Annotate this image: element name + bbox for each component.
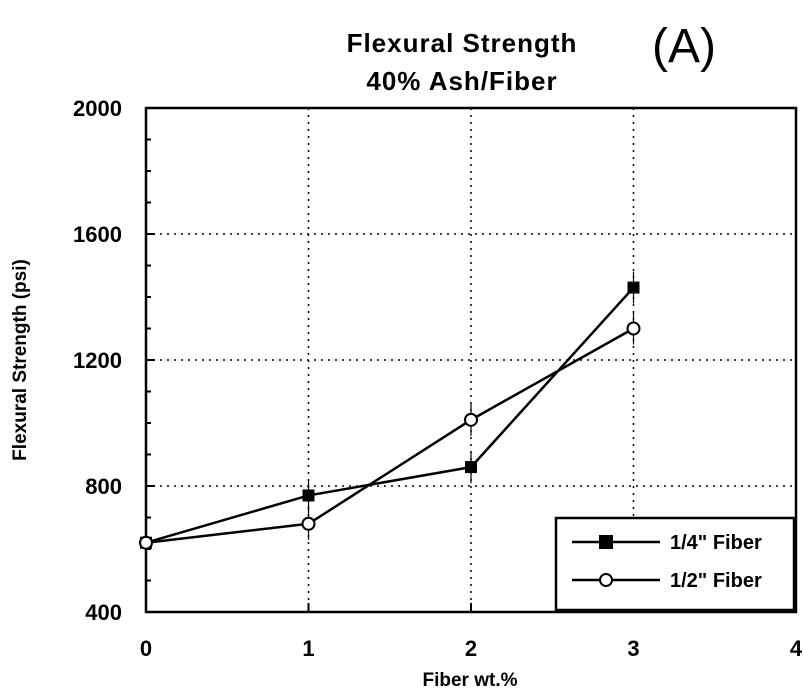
chart-subtitle: 40% Ash/Fiber <box>366 66 557 96</box>
legend-marker-quarter-inch <box>599 535 613 549</box>
y-tick-label: 1200 <box>73 348 122 373</box>
data-point-circle <box>464 412 478 427</box>
y-axis-label: Flexural Strength (psi) <box>10 259 31 461</box>
y-tick-label: 800 <box>85 474 122 499</box>
legend: 1/4" Fiber 1/2" Fiber <box>554 516 796 612</box>
panel-label: (A) <box>652 20 716 73</box>
legend-label-half-inch: 1/2" Fiber <box>670 570 762 592</box>
x-axis-label: Fiber wt.% <box>422 670 517 691</box>
x-tick-label: 4 <box>790 636 803 661</box>
data-point-square <box>627 281 640 294</box>
series-line-1 <box>145 286 635 544</box>
x-tick-label: 0 <box>140 636 152 661</box>
x-tick-label: 3 <box>627 636 639 661</box>
legend-label-quarter-inch: 1/4" Fiber <box>670 532 762 554</box>
data-point-square <box>465 461 477 474</box>
data-point-circle <box>139 535 153 550</box>
x-tick-label: 2 <box>465 636 477 661</box>
chart-title: Flexural Strength <box>347 28 578 58</box>
data-point-circle <box>301 516 316 531</box>
series-line-2 <box>145 327 635 544</box>
data-point-circle <box>626 321 641 336</box>
legend-marker-half-inch <box>599 573 613 587</box>
y-tick-label: 1600 <box>73 222 122 247</box>
data-series <box>139 271 641 559</box>
data-point-square <box>302 489 315 502</box>
x-tick-label: 1 <box>302 636 314 661</box>
y-tick-label: 2000 <box>73 96 122 121</box>
y-tick-label: 400 <box>85 600 122 625</box>
plot-area-frame <box>144 106 798 614</box>
axis-ticks: 0 1 2 3 4 400 800 1200 1600 2000 <box>73 96 803 661</box>
legend-box <box>554 516 796 612</box>
